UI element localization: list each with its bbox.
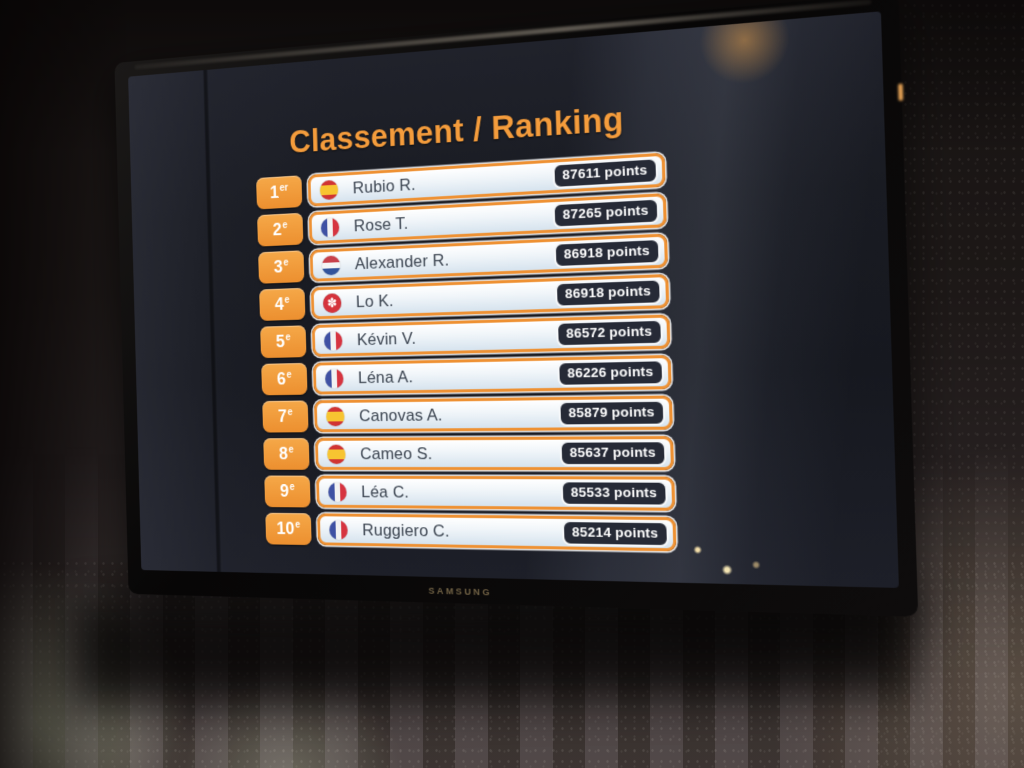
flag-france-icon bbox=[328, 481, 347, 502]
player-bar: Canovas A. 85879 points bbox=[313, 395, 673, 433]
flag-hong-kong-icon bbox=[322, 292, 342, 313]
rank-ordinal: er bbox=[279, 182, 289, 194]
player-bar: Léa C. 85533 points bbox=[316, 475, 676, 511]
player-name: Kévin V. bbox=[356, 328, 417, 349]
player-name: Cameo S. bbox=[359, 443, 433, 463]
flag-spain-icon bbox=[325, 406, 345, 426]
points-badge: 85214 points bbox=[561, 520, 670, 548]
samsung-tv: Classement / Ranking 1 er Rubio R. 87611 … bbox=[114, 0, 919, 617]
player-bar: Kévin V. 86572 points bbox=[311, 314, 671, 357]
rank-ordinal: e bbox=[289, 482, 295, 493]
rank-ordinal: e bbox=[285, 332, 291, 344]
points-badge: 85533 points bbox=[560, 480, 668, 507]
rank-ordinal: e bbox=[282, 220, 288, 232]
player-name: Ruggiero C. bbox=[362, 520, 450, 541]
points-badge: 86572 points bbox=[555, 318, 664, 348]
ranking-row: 10 e Ruggiero C. 85214 points bbox=[265, 512, 677, 552]
rank-ordinal: e bbox=[286, 369, 292, 381]
flag-spain-icon bbox=[326, 444, 346, 464]
rank-badge: 10 e bbox=[265, 512, 312, 546]
points-badge: 87611 points bbox=[551, 157, 659, 189]
ranking-title: Classement / Ranking bbox=[288, 99, 625, 160]
player-name: Rubio R. bbox=[352, 174, 417, 197]
rank-badge: 1 er bbox=[256, 175, 303, 210]
flag-france-icon bbox=[323, 330, 343, 351]
player-bar: Lo K. 86918 points bbox=[310, 273, 670, 320]
player-name: Léna A. bbox=[357, 366, 414, 387]
ranking-board: Classement / Ranking 1 er Rubio R. 87611 … bbox=[255, 97, 677, 552]
points-badge: 85879 points bbox=[558, 399, 666, 427]
points-badge: 85637 points bbox=[559, 440, 667, 467]
points-badge: 86918 points bbox=[554, 278, 662, 308]
points-badge: 86226 points bbox=[557, 359, 665, 387]
rank-ordinal: e bbox=[283, 257, 289, 269]
flag-spain-icon bbox=[319, 179, 339, 200]
tv-screen: Classement / Ranking 1 er Rubio R. 87611 … bbox=[128, 11, 899, 588]
player-bar: Ruggiero C. 85214 points bbox=[317, 513, 677, 552]
player-name: Rose T. bbox=[353, 213, 409, 235]
player-name: Lo K. bbox=[355, 290, 394, 311]
rank-ordinal: e bbox=[295, 519, 301, 531]
player-bar: Léna A. 86226 points bbox=[312, 354, 672, 395]
bezel-light-glint bbox=[898, 83, 904, 102]
rank-ordinal: e bbox=[284, 295, 290, 306]
player-name: Alexander R. bbox=[354, 249, 450, 273]
points-badge: 86918 points bbox=[553, 238, 661, 269]
player-bar: Cameo S. 85637 points bbox=[315, 435, 675, 471]
flag-france-icon bbox=[320, 217, 340, 238]
points-badge: 87265 points bbox=[552, 197, 660, 229]
flag-france-icon bbox=[329, 519, 348, 540]
flag-netherlands-icon bbox=[321, 254, 341, 276]
player-name: Canovas A. bbox=[358, 405, 443, 425]
flag-france-icon bbox=[324, 368, 344, 389]
rank-ordinal: e bbox=[288, 444, 294, 456]
player-name: Léa C. bbox=[360, 482, 410, 502]
rank-ordinal: e bbox=[287, 407, 293, 418]
